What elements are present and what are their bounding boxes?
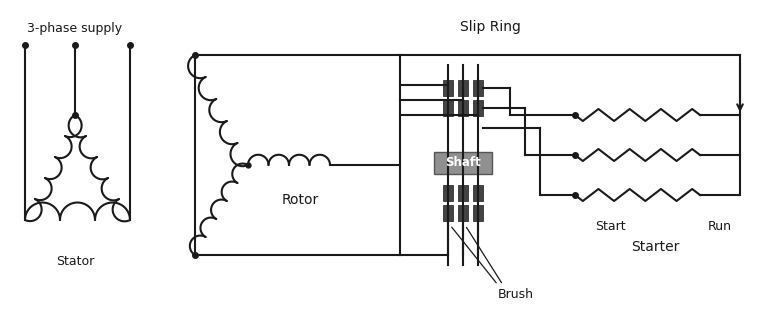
Text: Stator: Stator: [56, 255, 94, 268]
Text: Starter: Starter: [631, 240, 679, 254]
Bar: [443, 205, 453, 221]
Bar: [443, 80, 453, 96]
Bar: [458, 80, 468, 96]
Bar: [458, 185, 468, 201]
Bar: [443, 185, 453, 201]
Bar: [473, 185, 483, 201]
Bar: [443, 100, 453, 116]
Text: Shaft: Shaft: [445, 156, 481, 170]
Text: Slip Ring: Slip Ring: [459, 20, 521, 34]
Text: Start: Start: [594, 220, 625, 233]
Text: 3-phase supply: 3-phase supply: [28, 22, 123, 35]
Bar: [473, 100, 483, 116]
FancyBboxPatch shape: [434, 152, 492, 174]
Text: Brush: Brush: [498, 288, 534, 301]
Text: Run: Run: [708, 220, 732, 233]
Bar: [458, 205, 468, 221]
Bar: [473, 205, 483, 221]
Bar: [458, 100, 468, 116]
Text: Rotor: Rotor: [281, 193, 319, 207]
Bar: [473, 80, 483, 96]
